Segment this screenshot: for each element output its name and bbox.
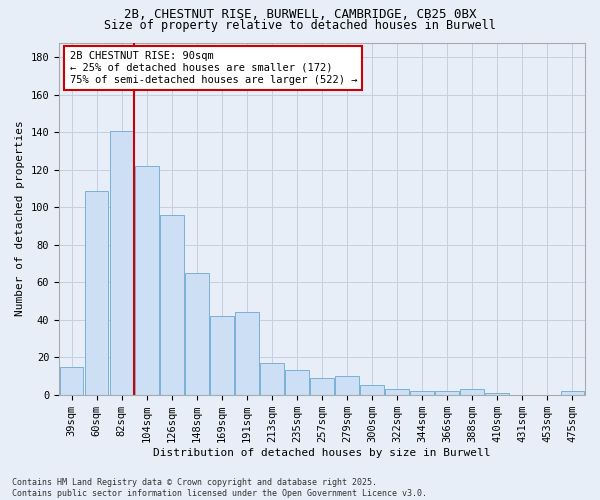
Bar bbox=[160, 215, 184, 394]
Bar bbox=[310, 378, 334, 394]
Bar bbox=[260, 363, 284, 394]
Bar bbox=[360, 386, 384, 394]
Bar bbox=[335, 376, 359, 394]
Bar bbox=[235, 312, 259, 394]
Text: Size of property relative to detached houses in Burwell: Size of property relative to detached ho… bbox=[104, 19, 496, 32]
Bar bbox=[460, 389, 484, 394]
Text: Contains HM Land Registry data © Crown copyright and database right 2025.
Contai: Contains HM Land Registry data © Crown c… bbox=[12, 478, 427, 498]
X-axis label: Distribution of detached houses by size in Burwell: Distribution of detached houses by size … bbox=[153, 448, 491, 458]
Bar bbox=[210, 316, 234, 394]
Bar bbox=[185, 273, 209, 394]
Bar bbox=[485, 393, 509, 394]
Text: 2B, CHESTNUT RISE, BURWELL, CAMBRIDGE, CB25 0BX: 2B, CHESTNUT RISE, BURWELL, CAMBRIDGE, C… bbox=[124, 8, 476, 20]
Bar bbox=[385, 389, 409, 394]
Bar bbox=[560, 391, 584, 394]
Text: 2B CHESTNUT RISE: 90sqm
← 25% of detached houses are smaller (172)
75% of semi-d: 2B CHESTNUT RISE: 90sqm ← 25% of detache… bbox=[70, 52, 357, 84]
Y-axis label: Number of detached properties: Number of detached properties bbox=[15, 120, 25, 316]
Bar bbox=[110, 130, 134, 394]
Bar bbox=[285, 370, 309, 394]
Bar bbox=[85, 190, 109, 394]
Bar bbox=[135, 166, 158, 394]
Bar bbox=[59, 366, 83, 394]
Bar bbox=[436, 391, 459, 394]
Bar bbox=[410, 391, 434, 394]
